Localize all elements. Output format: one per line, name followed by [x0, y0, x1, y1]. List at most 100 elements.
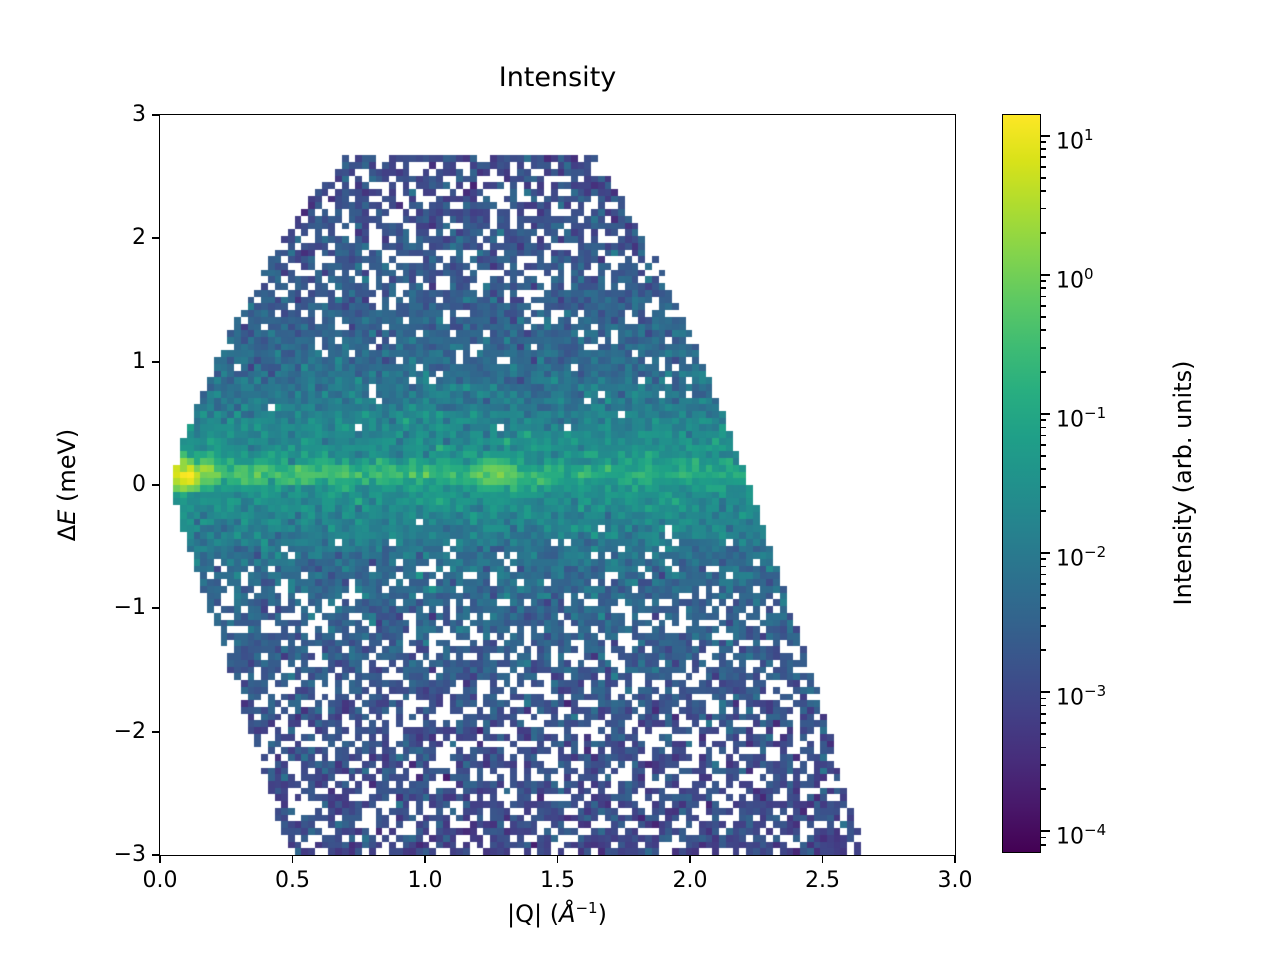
- colorbar-tick-minor: [1040, 148, 1046, 151]
- colorbar-tick-minor: [1040, 485, 1046, 488]
- x-tick-mark: [689, 855, 691, 863]
- plot-title: Intensity: [498, 62, 617, 93]
- colorbar-tick-major: [1040, 830, 1050, 833]
- colorbar-tick-label: 10−3: [1056, 678, 1106, 711]
- x-tick-label: 1.5: [540, 868, 575, 893]
- colorbar-tick-minor: [1040, 190, 1046, 193]
- colorbar-tick-minor: [1040, 329, 1046, 332]
- y-tick-label: 1: [132, 348, 146, 374]
- y-tick-label: 0: [132, 472, 146, 497]
- colorbar-tick-minor: [1040, 454, 1046, 457]
- colorbar-tick-minor: [1040, 843, 1046, 846]
- x-tick-label: 1.0: [407, 868, 443, 893]
- colorbar-tick-label: 100: [1056, 261, 1094, 294]
- colorbar-tick-exponent: 1: [1084, 125, 1094, 144]
- colorbar-tick-minor: [1040, 836, 1046, 839]
- colorbar-tick-minor: [1040, 558, 1046, 561]
- colorbar-tick-minor: [1040, 468, 1046, 471]
- colorbar-gradient: [1003, 115, 1040, 852]
- x-tick-label: 0.0: [142, 868, 178, 893]
- colorbar-tick-exponent: −4: [1084, 821, 1107, 840]
- colorbar-tick-base: 10: [1056, 268, 1084, 294]
- colorbar-tick-exponent: 0: [1084, 264, 1094, 283]
- colorbar-tick-minor: [1040, 763, 1046, 766]
- colorbar-tick-minor: [1040, 280, 1046, 283]
- colorbar-tick-minor: [1040, 649, 1046, 652]
- x-axis-label-close: ): [597, 900, 607, 928]
- y-tick-mark: [152, 114, 160, 116]
- colorbar-tick-minor: [1040, 624, 1046, 627]
- y-tick-mark: [152, 854, 160, 856]
- colorbar-tick-label: 10−4: [1056, 817, 1106, 850]
- y-tick-label: 3: [132, 102, 146, 127]
- colorbar-tick-minor: [1040, 176, 1046, 179]
- colorbar-tick-minor: [1040, 565, 1046, 568]
- colorbar-tick-minor: [1040, 346, 1046, 349]
- colorbar-tick-minor: [1040, 788, 1046, 791]
- colorbar-tick-minor: [1040, 746, 1046, 749]
- y-tick-label: −2: [113, 718, 146, 744]
- x-tick-label: 3.0: [937, 868, 973, 893]
- x-tick-label: 0.5: [275, 868, 310, 893]
- colorbar-tick-minor: [1040, 304, 1046, 307]
- colorbar-tick-label: 10−1: [1056, 400, 1106, 433]
- x-tick-mark: [291, 855, 294, 863]
- y-tick-label: 2: [132, 225, 146, 251]
- y-tick-mark: [152, 607, 160, 610]
- colorbar-tick-minor: [1040, 232, 1046, 234]
- y-axis-label-delta: Δ: [53, 524, 81, 542]
- colorbar-tick-major: [1040, 413, 1050, 415]
- y-tick-mark: [152, 360, 160, 363]
- y-axis-label-symbol: E: [53, 509, 81, 525]
- x-tick-mark: [821, 855, 824, 863]
- colorbar-tick-minor: [1040, 315, 1046, 318]
- x-tick-mark: [954, 855, 956, 863]
- x-axis-label-exponent: −1: [575, 899, 598, 917]
- colorbar-tick-minor: [1040, 165, 1046, 168]
- y-tick-mark: [152, 237, 160, 240]
- x-axis-label: |Q| (Å−1): [507, 899, 607, 928]
- colorbar-tick-minor: [1040, 697, 1046, 700]
- x-tick-mark: [159, 855, 161, 863]
- x-tick-mark: [556, 855, 559, 863]
- colorbar-tick-minor: [1040, 434, 1046, 437]
- colorbar-tick-base: 10: [1056, 546, 1084, 572]
- colorbar-tick-major: [1040, 274, 1050, 276]
- colorbar-tick-exponent: −1: [1084, 403, 1107, 422]
- colorbar-tick-minor: [1040, 156, 1046, 159]
- colorbar-tick-major: [1040, 134, 1050, 137]
- colorbar-tick-minor: [1040, 607, 1046, 610]
- colorbar-tick-base: 10: [1056, 824, 1084, 850]
- colorbar-tick-minor: [1040, 712, 1046, 715]
- colorbar-tick-base: 10: [1056, 129, 1084, 155]
- y-tick-label: −1: [113, 595, 146, 621]
- colorbar-tick-major: [1040, 552, 1050, 554]
- x-axis-label-text: |Q| (: [507, 900, 560, 928]
- colorbar-tick-major: [1040, 691, 1050, 693]
- colorbar-tick-minor: [1040, 593, 1046, 596]
- colorbar-tick-minor: [1040, 207, 1046, 210]
- x-axis-label-symbol: Å: [559, 900, 576, 928]
- colorbar-tick-label: 10−2: [1056, 539, 1106, 572]
- heatmap-canvas: [160, 115, 955, 855]
- colorbar-tick-minor: [1040, 704, 1046, 707]
- colorbar-tick-exponent: −3: [1084, 682, 1107, 701]
- x-tick-label: 2.0: [672, 868, 708, 893]
- colorbar-tick-minor: [1040, 443, 1046, 446]
- y-tick-label: −3: [113, 842, 146, 867]
- colorbar-tick-base: 10: [1056, 685, 1084, 711]
- x-tick-mark: [424, 855, 426, 863]
- colorbar-tick-label: 101: [1056, 122, 1094, 155]
- colorbar-tick-exponent: −2: [1084, 543, 1107, 562]
- colorbar-tick-base: 10: [1056, 407, 1084, 433]
- y-tick-mark: [152, 484, 160, 486]
- colorbar-tick-minor: [1040, 419, 1046, 422]
- colorbar-tick-minor: [1040, 733, 1046, 735]
- x-tick-label: 2.5: [805, 868, 840, 893]
- colorbar-tick-minor: [1040, 371, 1046, 373]
- colorbar-tick-minor: [1040, 426, 1046, 429]
- colorbar-tick-minor: [1040, 287, 1046, 290]
- colorbar-label: Intensity (arb. units): [1169, 360, 1197, 606]
- colorbar-tick-minor: [1040, 582, 1046, 585]
